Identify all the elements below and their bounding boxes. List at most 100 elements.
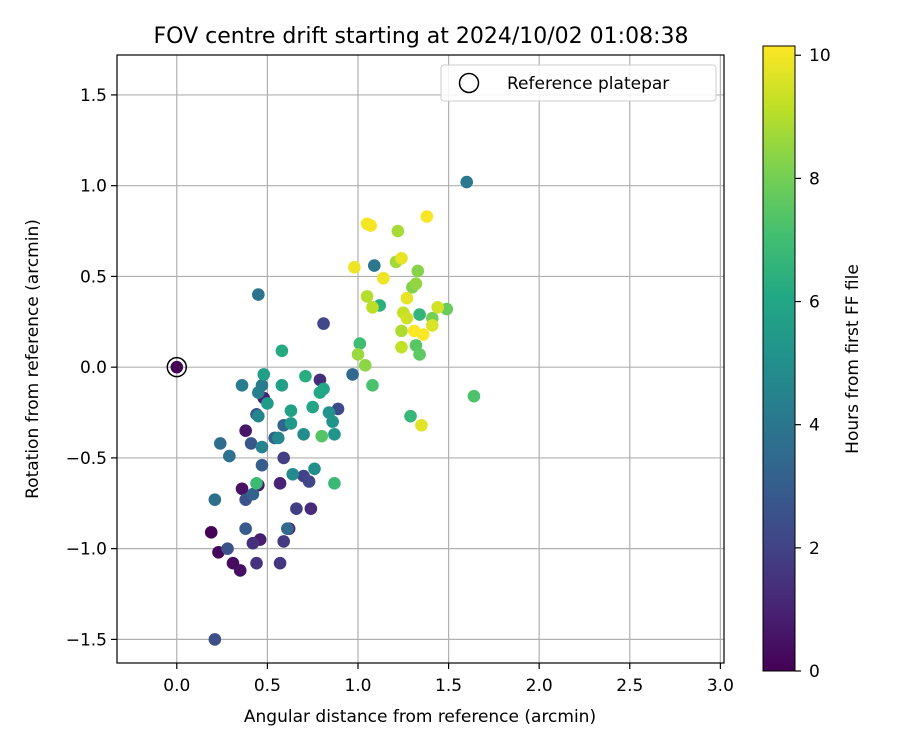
data-point	[364, 219, 377, 232]
data-point	[413, 348, 426, 361]
data-points	[166, 175, 481, 646]
data-point	[315, 429, 329, 443]
data-point	[255, 440, 269, 454]
data-point	[360, 290, 374, 303]
data-point	[213, 437, 227, 450]
data-point	[281, 522, 294, 535]
data-point	[252, 386, 265, 399]
data-point	[366, 379, 379, 392]
data-point	[308, 462, 321, 476]
y-tick-label: −0.5	[66, 449, 107, 469]
x-tick-label: 2.5	[616, 676, 643, 696]
data-point	[257, 368, 271, 381]
data-point	[391, 224, 405, 238]
colorbar-gradient	[762, 45, 796, 672]
y-tick-label: 1.0	[80, 177, 107, 197]
data-point	[223, 449, 236, 463]
colorbar-label: Hours from first FF file	[843, 264, 863, 454]
data-point	[351, 348, 365, 361]
data-point	[208, 633, 222, 646]
colorbar-tick-label: 2	[809, 539, 820, 559]
colorbar-tick-label: 10	[809, 46, 831, 66]
data-point	[328, 428, 341, 441]
y-tick-label: −1.5	[66, 630, 107, 650]
data-point	[348, 261, 361, 274]
data-point	[250, 556, 263, 570]
y-tick-label: 0.0	[80, 358, 107, 378]
x-tick-label: 2.0	[526, 676, 553, 696]
data-point	[425, 319, 439, 332]
y-axis-label: Rotation from reference (arcmin)	[23, 219, 43, 499]
chart-title: FOV centre drift starting at 2024/10/02 …	[154, 24, 689, 49]
data-point	[404, 409, 417, 423]
data-point	[460, 175, 474, 189]
data-point	[221, 542, 234, 555]
data-point	[239, 522, 252, 535]
data-point	[275, 344, 289, 358]
data-point	[313, 386, 327, 399]
data-point	[358, 359, 372, 372]
data-point	[284, 404, 298, 418]
colorbar-tick-label: 6	[809, 293, 820, 313]
data-point	[250, 477, 263, 490]
data-point	[304, 502, 318, 516]
data-point	[400, 291, 414, 305]
y-tick-label: 0.5	[80, 267, 107, 287]
data-point	[416, 328, 430, 341]
data-point	[239, 424, 252, 437]
data-point	[286, 467, 300, 481]
data-point	[271, 431, 285, 445]
data-point	[233, 564, 247, 577]
data-point	[346, 368, 359, 381]
data-point	[413, 308, 426, 321]
data-point	[299, 369, 312, 383]
data-point	[367, 259, 381, 272]
y-axis-ticks: −1.5 −1.0 −0.5 0.0 0.5 1.0 1.5	[66, 86, 117, 650]
data-point	[366, 300, 379, 314]
reference-platepar-marker	[166, 356, 188, 378]
legend: Reference platepar	[440, 64, 717, 102]
data-point	[415, 418, 428, 432]
colorbar-ticks: 0 2 4 6 8 10	[795, 46, 831, 682]
legend-marker	[458, 72, 480, 94]
data-point	[246, 487, 260, 501]
legend-label: Reference platepar	[507, 74, 669, 94]
data-point	[284, 417, 298, 430]
data-point	[326, 415, 339, 428]
data-point	[290, 502, 303, 516]
data-point	[170, 360, 184, 374]
data-point	[204, 526, 218, 539]
data-point	[353, 337, 367, 350]
data-point	[273, 477, 287, 490]
data-point	[244, 437, 258, 450]
colorbar-tick-label: 0	[809, 662, 820, 682]
y-tick-label: 1.5	[80, 86, 107, 106]
data-point	[277, 451, 290, 465]
x-tick-label: 0.0	[163, 676, 190, 696]
data-point	[306, 400, 319, 414]
plot-frame	[116, 54, 725, 664]
data-point	[246, 536, 260, 550]
y-tick-label: −1.0	[66, 540, 107, 560]
data-point	[297, 428, 310, 441]
data-point	[252, 409, 265, 423]
x-axis-ticks: 0.0 0.5 1.0 1.5 2.0 2.5 3.0	[163, 663, 734, 696]
data-point	[395, 340, 408, 354]
data-point	[400, 311, 414, 325]
x-tick-label: 0.5	[254, 676, 281, 696]
data-point	[235, 482, 249, 496]
data-point	[467, 389, 481, 403]
colorbar-tick-label: 4	[809, 416, 820, 436]
data-point	[273, 556, 287, 570]
x-axis-label: Angular distance from reference (arcmin)	[244, 707, 596, 727]
data-point	[377, 271, 390, 285]
x-tick-label: 1.0	[344, 676, 371, 696]
data-point	[277, 535, 290, 548]
data-point	[328, 477, 341, 490]
data-point	[208, 493, 222, 506]
data-point	[275, 379, 289, 392]
data-point	[431, 300, 445, 314]
colorbar: 0 2 4 6 8 10 Hours from first FF file	[762, 45, 863, 682]
x-tick-label: 1.5	[435, 676, 462, 696]
x-tick-label: 3.0	[707, 676, 734, 696]
